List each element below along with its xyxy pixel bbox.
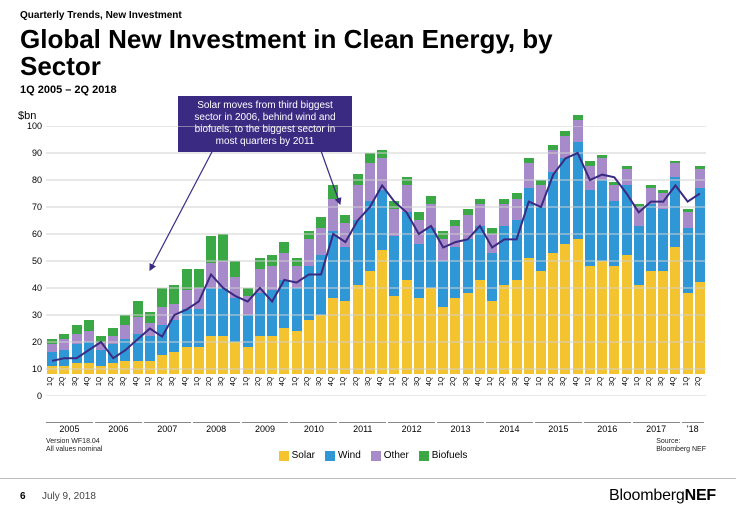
legend-label: Other bbox=[384, 450, 409, 461]
legend-label: Biofuels bbox=[432, 450, 468, 461]
legend: Solar Wind Other Biofuels bbox=[0, 450, 736, 461]
y-tick-label: 70 bbox=[18, 202, 42, 212]
legend-label: Wind bbox=[338, 450, 361, 461]
x-tick-year: 2010 bbox=[290, 422, 337, 434]
x-tick-year: 2007 bbox=[144, 422, 191, 434]
x-tick-year: 2013 bbox=[437, 422, 484, 434]
y-tick-label: 0 bbox=[18, 391, 42, 401]
legend-swatch bbox=[371, 451, 381, 461]
page-footer: 6 July 9, 2018 BloombergNEF bbox=[0, 478, 736, 519]
y-tick-label: 60 bbox=[18, 229, 42, 239]
y-tick-label: 20 bbox=[18, 337, 42, 347]
x-tick-year: 2008 bbox=[193, 422, 240, 434]
x-tick-year: 2015 bbox=[535, 422, 582, 434]
x-tick-year: 2017 bbox=[633, 422, 680, 434]
brand-logo: BloombergNEF bbox=[609, 487, 716, 505]
x-tick-year: '18 bbox=[682, 422, 704, 434]
y-tick-label: 90 bbox=[18, 148, 42, 158]
x-tick-year: 2011 bbox=[339, 422, 386, 434]
x-tick-year: 2014 bbox=[486, 422, 533, 434]
y-tick-label: 40 bbox=[18, 283, 42, 293]
y-tick-label: 100 bbox=[18, 121, 42, 131]
y-tick-label: 80 bbox=[18, 175, 42, 185]
y-tick-label: 30 bbox=[18, 310, 42, 320]
section-label: Quarterly Trends, New Investment bbox=[20, 10, 182, 21]
chart-subtitle: 1Q 2005 – 2Q 2018 bbox=[20, 84, 117, 96]
legend-label: Solar bbox=[292, 450, 315, 461]
legend-swatch bbox=[419, 451, 429, 461]
x-tick-year: 2009 bbox=[242, 422, 289, 434]
x-axis-years: 2005200620072008200920102011201220132014… bbox=[46, 422, 706, 438]
plot-area: 1Q2Q3Q4Q1Q2Q3Q4Q1Q2Q3Q4Q1Q2Q3Q4Q1Q2Q3Q4Q… bbox=[46, 126, 706, 396]
bar-segment-biofuels bbox=[573, 115, 583, 120]
grid-and-trend bbox=[46, 126, 706, 396]
chart-title: Global New Investment in Clean Energy, b… bbox=[20, 26, 640, 81]
legend-swatch bbox=[325, 451, 335, 461]
chart-area: 1Q2Q3Q4Q1Q2Q3Q4Q1Q2Q3Q4Q1Q2Q3Q4Q1Q2Q3Q4Q… bbox=[46, 126, 706, 418]
x-tick-year: 2005 bbox=[46, 422, 93, 434]
x-tick-year: 2012 bbox=[388, 422, 435, 434]
footer-date: July 9, 2018 bbox=[42, 491, 96, 502]
x-tick-year: 2016 bbox=[584, 422, 631, 434]
y-tick-label: 50 bbox=[18, 256, 42, 266]
legend-swatch bbox=[279, 451, 289, 461]
y-tick-label: 10 bbox=[18, 364, 42, 374]
x-tick-year: 2006 bbox=[95, 422, 142, 434]
page-number: 6 bbox=[20, 491, 26, 502]
